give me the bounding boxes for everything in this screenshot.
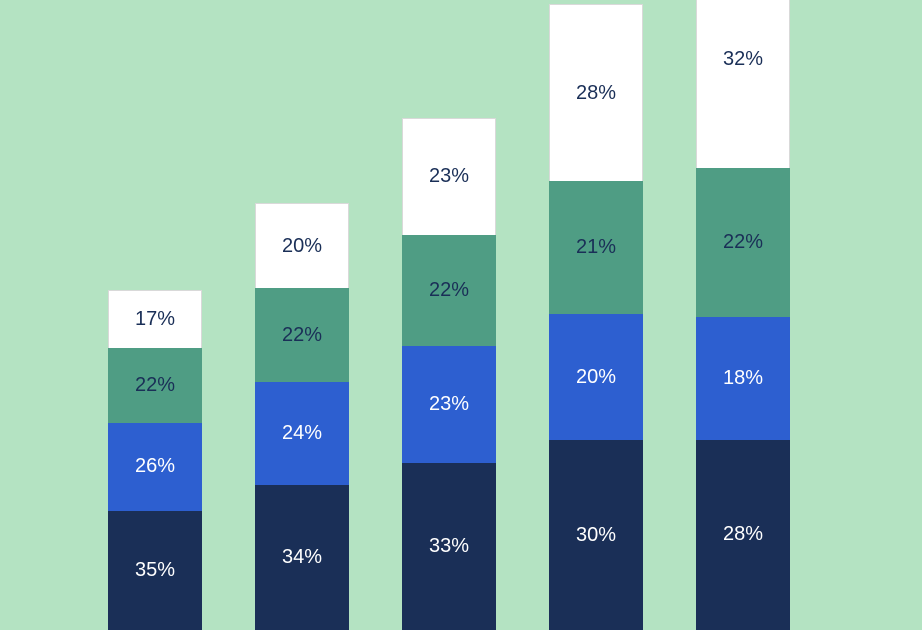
- bar-2-seg-3-label: 23%: [429, 165, 469, 188]
- bar-3-seg-2-label: 21%: [576, 236, 616, 259]
- bar-0-seg-1: 26%: [108, 423, 202, 511]
- bar-1-seg-0: 34%: [255, 485, 349, 630]
- bar-4-seg-2: 22%: [696, 168, 790, 318]
- bar-4-seg-2-label: 22%: [723, 231, 763, 254]
- bar-1-seg-2: 22%: [255, 288, 349, 382]
- bar-0-seg-2: 22%: [108, 348, 202, 423]
- bar-1-seg-0-label: 34%: [282, 546, 322, 569]
- bar-3-seg-1-label: 20%: [576, 366, 616, 389]
- bar-3-seg-3: 28%: [549, 4, 643, 181]
- bar-0: 35% 26% 22% 17%: [108, 290, 202, 630]
- bar-3-seg-3-label: 28%: [576, 82, 616, 105]
- bar-1-seg-3-label: 20%: [282, 235, 322, 258]
- bar-2-seg-2-label: 22%: [429, 279, 469, 302]
- bar-1-seg-1-label: 24%: [282, 422, 322, 445]
- bar-0-seg-1-label: 26%: [135, 455, 175, 478]
- bar-3-seg-1: 20%: [549, 314, 643, 440]
- bar-1-seg-1: 24%: [255, 382, 349, 484]
- bar-4-seg-1: 18%: [696, 317, 790, 439]
- bar-2-seg-1-label: 23%: [429, 393, 469, 416]
- bar-3: 30% 20% 21% 28%: [549, 4, 643, 630]
- bar-3-seg-0: 30%: [549, 440, 643, 630]
- bar-4-seg-3: 32%: [696, 0, 790, 168]
- bar-2-seg-0-label: 33%: [429, 535, 469, 558]
- bar-4-seg-0: 28%: [696, 440, 790, 630]
- bar-2-seg-2: 22%: [402, 235, 496, 347]
- bar-2: 33% 23% 22% 23%: [402, 118, 496, 630]
- bar-2-seg-0: 33%: [402, 463, 496, 630]
- bar-0-seg-2-label: 22%: [135, 374, 175, 397]
- bar-0-seg-3-label: 17%: [135, 308, 175, 331]
- bar-0-seg-0: 35%: [108, 511, 202, 630]
- bar-1: 34% 24% 22% 20%: [255, 203, 349, 630]
- bar-2-seg-3: 23%: [402, 118, 496, 235]
- bar-0-seg-0-label: 35%: [135, 559, 175, 582]
- bar-1-seg-2-label: 22%: [282, 324, 322, 347]
- bar-3-seg-0-label: 30%: [576, 524, 616, 547]
- bar-1-seg-3: 20%: [255, 203, 349, 288]
- bar-0-seg-3: 17%: [108, 290, 202, 348]
- bar-4-seg-1-label: 18%: [723, 367, 763, 390]
- bar-4-seg-3-label: 32%: [723, 48, 763, 71]
- stacked-bar-chart: 35% 26% 22% 17% 34% 24% 22% 20% 33% 23% 22% 23% 30% 2…: [0, 0, 922, 630]
- bar-3-seg-2: 21%: [549, 181, 643, 314]
- bar-4-seg-0-label: 28%: [723, 523, 763, 546]
- bar-2-seg-1: 23%: [402, 346, 496, 463]
- bar-4: 28% 18% 22% 32%: [696, 0, 790, 630]
